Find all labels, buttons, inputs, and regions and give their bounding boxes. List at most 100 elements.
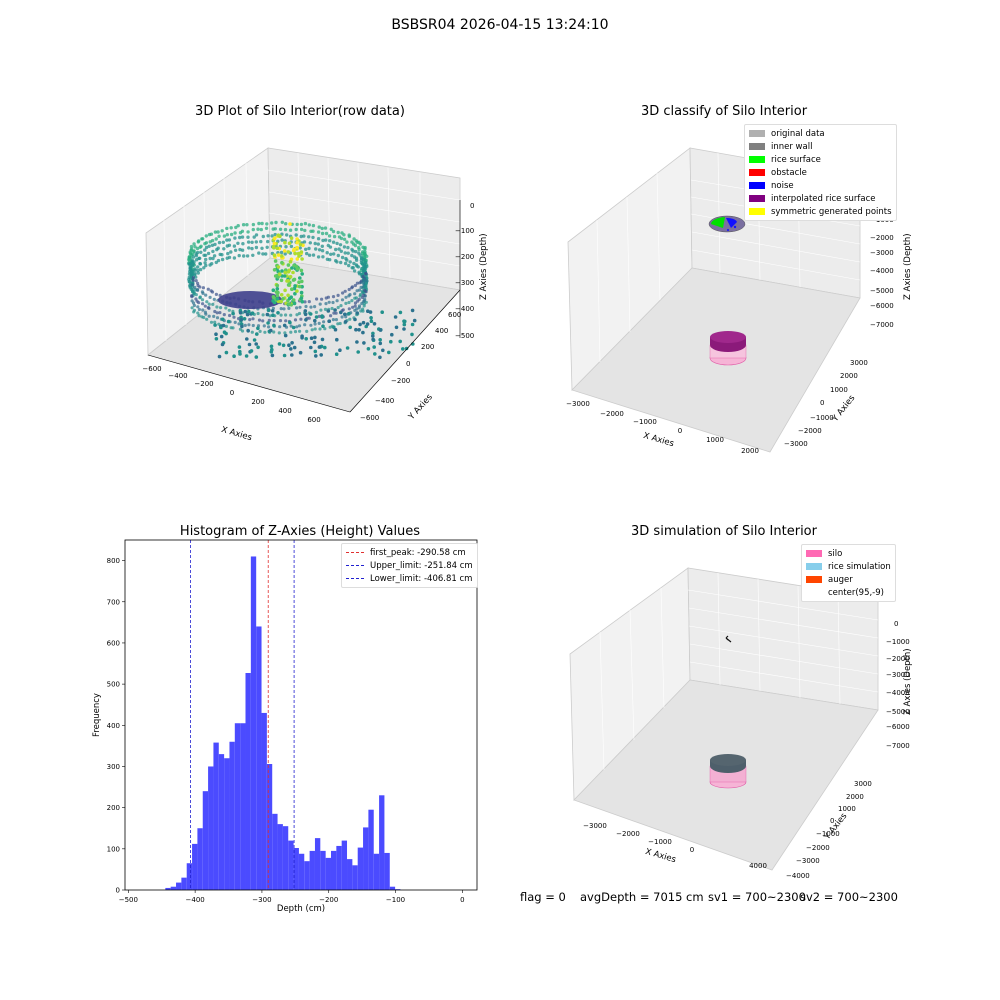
data-point — [213, 320, 217, 324]
y-tick: 400 — [435, 327, 448, 335]
data-point — [237, 345, 242, 349]
data-point — [269, 350, 274, 354]
data-point — [298, 329, 302, 333]
data-point — [352, 237, 356, 241]
data-point — [203, 253, 208, 257]
data-point — [283, 331, 287, 335]
data-point — [298, 276, 302, 280]
data-point — [358, 281, 362, 285]
data-point — [226, 319, 231, 324]
legend-item: rice surface — [749, 153, 892, 166]
data-point — [295, 313, 299, 317]
data-point — [196, 305, 200, 309]
data-point — [336, 305, 340, 310]
legend-item: symmetric generated points — [749, 205, 892, 218]
x-axis-label: X Axies — [642, 431, 675, 449]
histogram-bar — [357, 847, 364, 890]
data-point — [298, 242, 303, 247]
data-point — [192, 308, 197, 312]
data-point — [198, 261, 202, 266]
data-point — [189, 244, 194, 249]
data-point — [293, 330, 298, 334]
data-point — [192, 249, 196, 253]
z-tick: −2000 — [870, 234, 894, 242]
data-point — [237, 322, 241, 326]
data-point — [320, 337, 325, 342]
data-point — [294, 227, 298, 232]
data-point — [402, 322, 407, 327]
data-point — [221, 240, 225, 244]
data-point — [272, 319, 276, 323]
y-tick: 1000 — [830, 386, 848, 394]
legend-item: rice simulation — [806, 560, 891, 573]
z-tick: −400 — [455, 305, 474, 313]
data-point — [307, 246, 311, 251]
data-point — [193, 267, 197, 271]
data-point — [314, 354, 318, 358]
data-point — [265, 222, 269, 226]
data-point — [278, 272, 282, 277]
y-tick: 600 — [448, 311, 461, 319]
data-point — [358, 322, 362, 327]
z-tick: 0 — [470, 202, 474, 210]
data-point — [286, 250, 291, 254]
data-point — [318, 302, 322, 306]
data-point — [315, 297, 319, 301]
data-point — [357, 328, 361, 332]
data-point — [348, 325, 352, 330]
data-point — [214, 292, 218, 296]
data-point — [316, 230, 321, 234]
data-point — [218, 311, 222, 315]
data-point — [234, 225, 238, 230]
data-point — [221, 317, 225, 322]
x-axis-label: X Axies — [220, 425, 253, 443]
data-point — [404, 346, 409, 351]
data-point — [338, 243, 343, 247]
data-point — [197, 307, 201, 312]
data-point — [282, 274, 287, 278]
data-point — [208, 256, 212, 261]
data-point — [334, 247, 338, 252]
histogram-bar — [352, 865, 358, 890]
data-point — [321, 255, 325, 259]
data-point — [220, 257, 225, 262]
x-tick-label: −100 — [386, 896, 405, 904]
data-point — [292, 345, 297, 350]
data-point — [264, 226, 269, 230]
data-point — [225, 226, 229, 231]
data-point — [291, 298, 296, 302]
histogram-bar — [304, 861, 310, 890]
plot-frame — [124, 539, 478, 891]
data-point — [277, 342, 282, 346]
x-axis-label: X Axies — [644, 847, 677, 865]
data-point — [333, 327, 338, 332]
data-point — [320, 297, 324, 301]
y-tick: −4000 — [786, 872, 810, 880]
z-tick: 0 — [894, 620, 898, 628]
data-point — [201, 302, 205, 306]
z-tick: −200 — [455, 253, 474, 261]
data-point — [290, 266, 294, 270]
legend-item: inner wall — [749, 140, 892, 153]
histogram-bars — [165, 556, 401, 890]
x-tick-label: 0 — [460, 896, 464, 904]
histogram-bar — [309, 850, 315, 890]
data-point — [207, 314, 211, 318]
histogram-bar — [250, 556, 257, 890]
data-point — [209, 320, 214, 324]
data-point — [365, 279, 369, 283]
data-point — [278, 325, 282, 329]
data-point — [307, 235, 311, 239]
data-point — [275, 246, 280, 251]
y-axis-label: Frequency — [92, 693, 102, 737]
data-point — [280, 238, 284, 242]
data-point — [328, 245, 333, 249]
data-point — [247, 246, 251, 250]
x-tick-label: −300 — [252, 896, 271, 904]
histogram-bar — [176, 882, 182, 890]
data-point — [352, 269, 357, 273]
legend-label: inner wall — [771, 141, 813, 152]
data-point — [212, 297, 216, 301]
data-point — [287, 343, 291, 347]
data-point — [226, 251, 230, 256]
